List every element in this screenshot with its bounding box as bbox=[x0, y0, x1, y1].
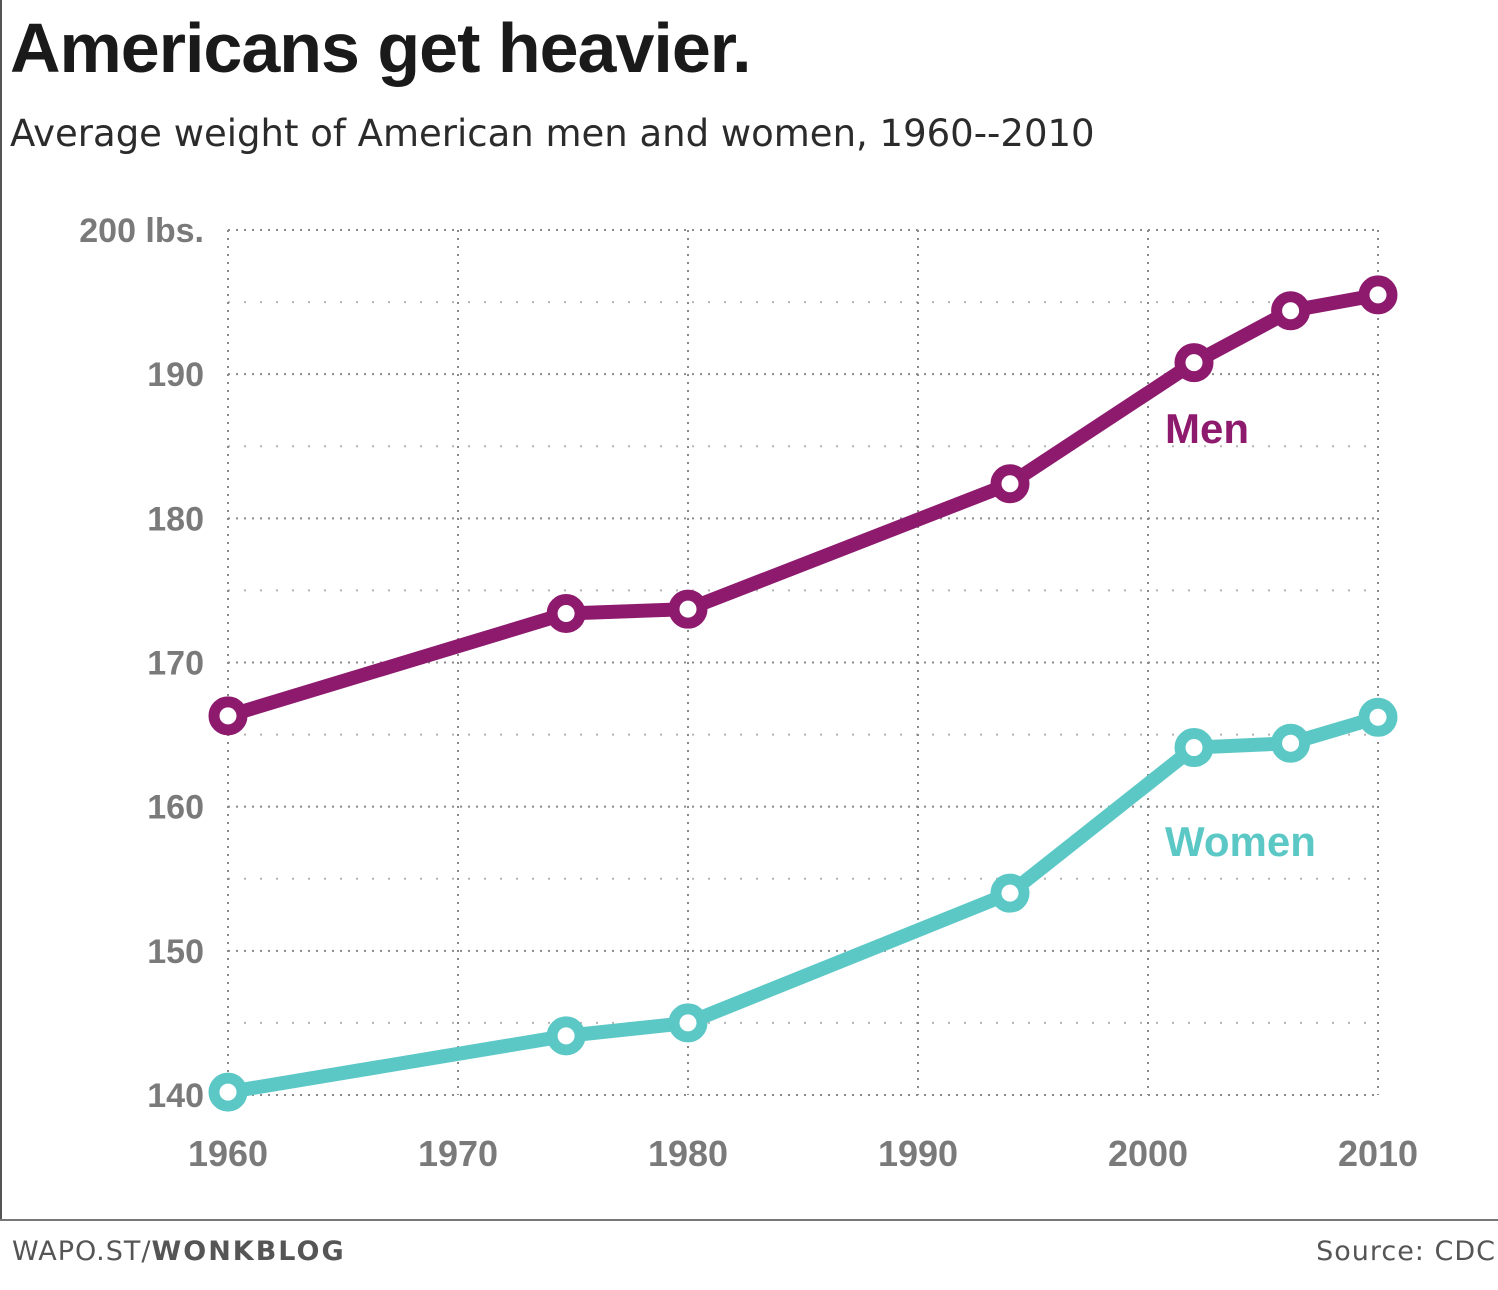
series-line-women bbox=[221, 710, 1385, 1100]
data-point-men-1 bbox=[546, 593, 586, 633]
y-axis-tick-labels: 140 150 160 170 180 190 200 lbs. bbox=[79, 212, 204, 1115]
series-label-men: Men bbox=[1165, 405, 1249, 452]
left-border-rule bbox=[0, 0, 2, 1220]
footer-credit: WAPO.ST/WONKBLOG bbox=[12, 1234, 346, 1270]
x-tick-label-1980: 1980 bbox=[648, 1133, 728, 1174]
y-tick-label-160: 160 bbox=[147, 789, 204, 827]
data-point-men-2 bbox=[668, 589, 708, 629]
footer-source: Source: CDC bbox=[1316, 1236, 1496, 1267]
y-tick-label-180: 180 bbox=[147, 500, 204, 538]
x-tick-label-1990: 1990 bbox=[878, 1133, 958, 1174]
data-point-women-1 bbox=[546, 1016, 586, 1056]
chart-subtitle: Average weight of American men and women… bbox=[10, 112, 1095, 155]
footer-site: WAPO.ST/ bbox=[12, 1236, 152, 1267]
y-tick-label-150: 150 bbox=[147, 933, 204, 971]
y-tick-label-200: 200 lbs. bbox=[79, 212, 204, 250]
chart-grid bbox=[227, 229, 1379, 1096]
x-axis-tick-labels: 1960 1970 1980 1990 2000 2010 bbox=[188, 1133, 1418, 1174]
data-point-women-0 bbox=[208, 1072, 248, 1112]
series-women: Women bbox=[208, 697, 1398, 1112]
data-point-women-3 bbox=[990, 873, 1030, 913]
chart-title: Americans get heavier. bbox=[10, 9, 752, 87]
x-tick-label-2000: 2000 bbox=[1108, 1133, 1188, 1174]
footer-brand: WONKBLOG bbox=[151, 1236, 346, 1267]
data-point-women-4 bbox=[1174, 728, 1214, 768]
data-point-men-4 bbox=[1174, 343, 1214, 383]
y-tick-label-170: 170 bbox=[147, 645, 204, 683]
series-men: Men bbox=[208, 275, 1398, 736]
x-tick-label-1960: 1960 bbox=[188, 1133, 268, 1174]
data-point-women-6 bbox=[1358, 697, 1398, 737]
data-point-women-2 bbox=[668, 1003, 708, 1043]
y-tick-label-140: 140 bbox=[147, 1077, 204, 1115]
data-point-men-0 bbox=[208, 696, 248, 736]
footer-divider bbox=[0, 1219, 1498, 1221]
x-tick-label-2010: 2010 bbox=[1338, 1133, 1418, 1174]
series-layer: Men Women bbox=[208, 275, 1398, 1112]
data-point-men-3 bbox=[990, 464, 1030, 504]
y-tick-label-190: 190 bbox=[147, 356, 204, 394]
data-point-men-6 bbox=[1358, 275, 1398, 315]
data-point-men-5 bbox=[1271, 291, 1311, 331]
x-tick-label-1970: 1970 bbox=[418, 1133, 498, 1174]
series-label-women: Women bbox=[1165, 818, 1316, 865]
data-point-women-5 bbox=[1271, 723, 1311, 763]
